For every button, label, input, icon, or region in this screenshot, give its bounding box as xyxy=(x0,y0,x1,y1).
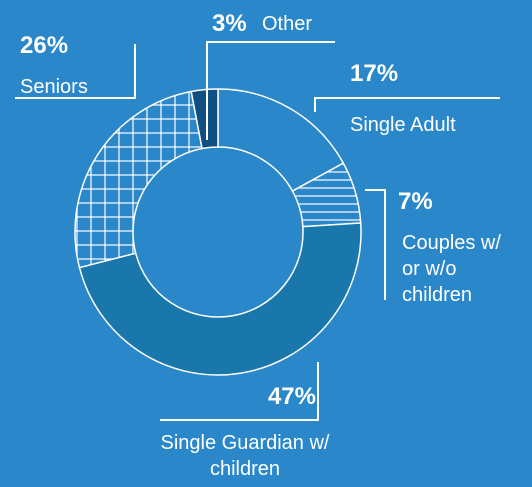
leader-line xyxy=(365,189,386,300)
category-label: Single Adult xyxy=(350,114,456,136)
percent-label: 26% xyxy=(20,32,69,59)
category-label: Seniors xyxy=(20,76,88,98)
category-label: Other xyxy=(262,13,313,35)
leader-line xyxy=(206,41,335,140)
donut-slice xyxy=(78,222,362,376)
percent-label: 47% xyxy=(267,383,316,410)
category-label: Couples w/ or w/o children xyxy=(402,232,501,306)
leader-line xyxy=(15,44,136,99)
percent-label: 17% xyxy=(350,60,399,87)
leader-line xyxy=(314,97,500,112)
category-label: Single Guardian w/ children xyxy=(160,432,330,480)
leader-line xyxy=(160,362,319,421)
donut-slice xyxy=(74,90,203,269)
percent-label: 3% xyxy=(212,10,247,37)
donut-slice xyxy=(190,88,219,150)
donut xyxy=(74,88,362,376)
percent-label: 7% xyxy=(398,188,433,215)
